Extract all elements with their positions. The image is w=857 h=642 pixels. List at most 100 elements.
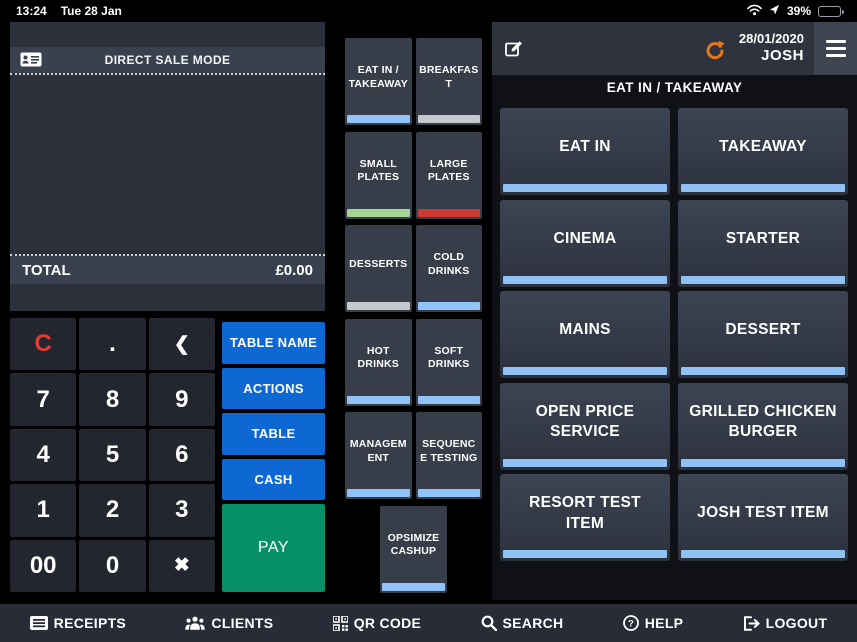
- logout-button[interactable]: LOGOUT: [743, 615, 828, 631]
- business-date: 28/01/2020: [738, 31, 804, 46]
- item-color-bar: [681, 458, 845, 467]
- category-label: DESSERTS: [349, 257, 408, 270]
- key-9[interactable]: 9: [148, 373, 215, 426]
- qr-code-button[interactable]: QR CODE: [332, 615, 422, 631]
- category-cold-drinks[interactable]: COLD DRINKS: [415, 225, 482, 312]
- table-name-button[interactable]: TABLE NAME: [222, 322, 325, 364]
- logout-icon: [743, 615, 760, 631]
- key-6[interactable]: 6: [148, 428, 215, 482]
- category-management[interactable]: MANAGEMENT: [345, 412, 412, 499]
- divider-dotted: [10, 254, 325, 256]
- key-0[interactable]: 0: [79, 539, 146, 592]
- divider-dotted: [10, 73, 325, 75]
- item-label: JOSH TEST ITEM: [697, 504, 829, 522]
- key-decimal[interactable]: .: [79, 318, 146, 371]
- category-opsimize-cashup[interactable]: OPSIMIZE CASHUP: [380, 505, 447, 593]
- sale-panel: DIRECT SALE MODE TOTAL £0.00: [10, 22, 325, 311]
- cash-button[interactable]: CASH: [222, 458, 325, 500]
- pay-button[interactable]: PAY: [222, 504, 325, 592]
- item-grilled-chicken-burger[interactable]: GRILLED CHICKEN BURGER: [678, 382, 848, 470]
- menu-panel: 28/01/2020 JOSH EAT IN / TAKEAWAY EAT IN…: [492, 22, 857, 600]
- nav-label: HELP: [644, 615, 684, 631]
- key-4[interactable]: 4: [10, 428, 77, 482]
- nav-label: CLIENTS: [211, 615, 274, 631]
- sale-items-area: [10, 75, 325, 254]
- receipts-button[interactable]: RECEIPTS: [29, 615, 126, 631]
- key-3[interactable]: 3: [148, 484, 215, 537]
- item-takeaway[interactable]: TAKEAWAY: [678, 108, 848, 195]
- battery-percent: 39%: [786, 4, 811, 18]
- key-backspace[interactable]: ❮: [148, 318, 215, 371]
- key-clear[interactable]: C: [10, 318, 77, 371]
- edit-icon[interactable]: [503, 38, 525, 65]
- search-button[interactable]: SEARCH: [481, 615, 564, 631]
- item-resort-test-item[interactable]: RESORT TEST ITEM: [500, 474, 670, 561]
- item-color-bar: [681, 184, 845, 192]
- user-block: 28/01/2020 JOSH: [739, 31, 804, 66]
- category-large-plates[interactable]: LARGE PLATES: [415, 131, 482, 219]
- help-button[interactable]: ? HELP: [622, 615, 684, 631]
- item-color-bar: [503, 184, 667, 192]
- item-label: DESSERT: [725, 321, 801, 339]
- bottom-nav: RECEIPTS CLIENTS QR CODE SEARCH ? HELP L…: [0, 604, 857, 642]
- nav-label: LOGOUT: [765, 615, 828, 631]
- category-color-bar: [347, 115, 410, 123]
- item-label: GRILLED CHICKEN BURGER: [689, 402, 837, 440]
- help-icon: ?: [622, 615, 639, 631]
- category-soft-drinks[interactable]: SOFT DRINKS: [415, 318, 482, 406]
- side-action-column: TABLE NAME ACTIONS TABLE CASH PAY: [222, 322, 325, 592]
- key-cancel[interactable]: ✖: [148, 539, 215, 592]
- category-small-plates[interactable]: SMALL PLATES: [345, 131, 412, 219]
- category-color-bar: [347, 489, 410, 497]
- category-eat-in-takeaway[interactable]: EAT IN / TAKEAWAY: [345, 38, 412, 125]
- item-starter[interactable]: STARTER: [678, 199, 848, 287]
- category-sequence-testing[interactable]: SEQUENCE TESTING: [415, 412, 482, 499]
- nav-label: SEARCH: [502, 615, 564, 631]
- category-color-bar: [417, 302, 480, 310]
- key-1[interactable]: 1: [10, 484, 77, 537]
- receipts-icon: [29, 616, 48, 630]
- category-label: LARGE PLATES: [427, 157, 470, 183]
- item-dessert[interactable]: DESSERT: [678, 291, 848, 378]
- item-label: CINEMA: [553, 229, 617, 247]
- category-hot-drinks[interactable]: HOT DRINKS: [345, 318, 412, 406]
- hamburger-menu-button[interactable]: [814, 22, 857, 75]
- customer-card-icon[interactable]: [20, 52, 42, 70]
- table-button[interactable]: TABLE: [222, 413, 325, 455]
- category-color-bar: [417, 115, 480, 123]
- category-column: EAT IN / TAKEAWAY BREAKFAST SMALL PLATES…: [345, 38, 482, 593]
- key-2[interactable]: 2: [79, 484, 146, 537]
- category-desserts[interactable]: DESSERTS: [345, 225, 412, 312]
- category-color-bar: [347, 302, 410, 310]
- location-arrow-icon: [769, 4, 780, 18]
- sale-mode-label: DIRECT SALE MODE: [104, 53, 231, 67]
- status-date: Tue 28 Jan: [60, 4, 122, 18]
- key-8[interactable]: 8: [79, 373, 146, 426]
- item-open-price-service[interactable]: OPEN PRICE SERVICE: [500, 382, 670, 470]
- category-breakfast[interactable]: BREAKFAST: [415, 38, 482, 125]
- sale-panel-bottom-strip: [10, 284, 325, 311]
- key-00[interactable]: 00: [10, 539, 77, 592]
- key-7[interactable]: 7: [10, 373, 77, 426]
- user-name: JOSH: [761, 47, 804, 65]
- item-eat-in[interactable]: EAT IN: [500, 108, 670, 195]
- category-label: MANAGEMENT: [349, 438, 407, 464]
- category-color-bar: [417, 395, 480, 404]
- category-label: OPSIMIZE CASHUP: [387, 531, 440, 557]
- menu-item-grid: EAT IN TAKEAWAY CINEMA STARTER MAINS DES…: [500, 108, 848, 561]
- number-pad: C . ❮ 7 8 9 4 5 6 1 2 3 00 0 ✖: [10, 318, 215, 592]
- nav-label: QR CODE: [353, 615, 422, 631]
- category-label: SMALL PLATES: [357, 157, 400, 183]
- actions-button[interactable]: ACTIONS: [222, 367, 325, 409]
- wifi-icon: [747, 4, 762, 19]
- clients-button[interactable]: CLIENTS: [185, 615, 273, 631]
- item-josh-test-item[interactable]: JOSH TEST ITEM: [678, 474, 848, 561]
- key-5[interactable]: 5: [79, 428, 146, 482]
- item-cinema[interactable]: CINEMA: [500, 199, 670, 287]
- item-mains[interactable]: MAINS: [500, 291, 670, 378]
- refresh-icon[interactable]: [705, 40, 725, 65]
- category-color-bar: [417, 489, 480, 497]
- total-label: TOTAL: [22, 261, 71, 279]
- total-value: £0.00: [275, 261, 313, 279]
- item-label: STARTER: [725, 229, 801, 247]
